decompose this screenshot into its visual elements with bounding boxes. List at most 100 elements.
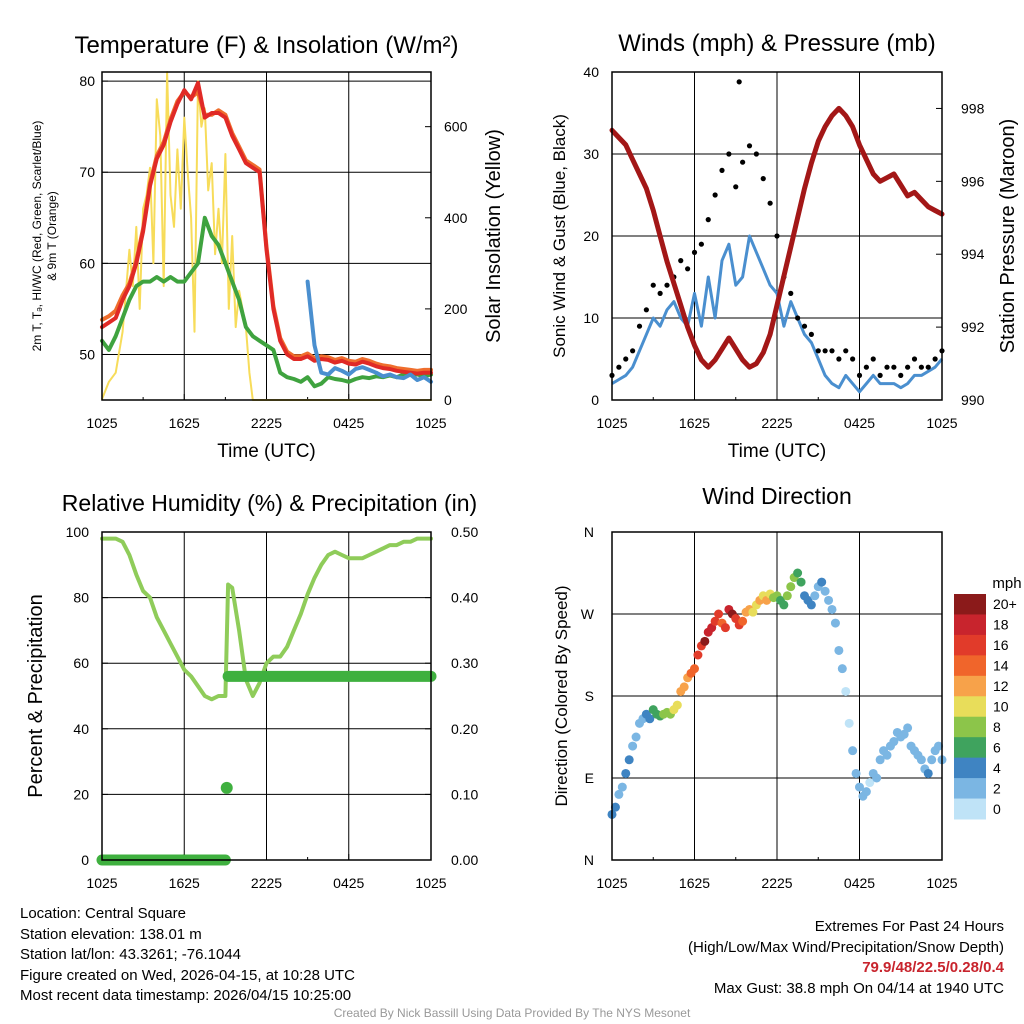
winds-gust-point (898, 372, 904, 378)
winds-ylabel: Sonic Wind & Gust (Blue, Black) (550, 114, 569, 358)
temp-series-hi-wc (305, 279, 433, 384)
wind-dir-ylabel: Direction (Colored By Speed) (552, 585, 571, 806)
rh-ylabel: Percent & Precipitation (25, 594, 47, 797)
winds-gust-point (905, 364, 911, 370)
rh-y2tick-label: 0.00 (451, 852, 478, 868)
recent-data-text: Most recent data timestamp: 2026/04/15 1… (20, 987, 352, 1004)
winds-gust-point (630, 348, 636, 354)
wind_dir-xtick-label: 1025 (596, 875, 627, 891)
extremes-subtitle: (High/Low/Max Wind/Precipitation/Snow De… (688, 938, 1004, 956)
winds-y2tick-label: 996 (961, 173, 985, 189)
rh-precip-point (220, 781, 233, 794)
wind-dir-legend-swatch (954, 716, 986, 738)
wind-dir-legend-swatch (954, 655, 986, 677)
temp-y2label: Solar Insolation (Yellow) (483, 129, 505, 343)
winds-ytick-label: 40 (583, 64, 599, 80)
wind_dir-xtick-label: 1625 (679, 875, 710, 891)
elevation-text: Station elevation: 138.01 m (20, 925, 202, 943)
winds-y2label: Station Pressure (Maroon) (997, 119, 1019, 354)
temp-ytick-label: 50 (79, 346, 95, 362)
wind-dir-ytick-label: S (585, 688, 594, 704)
wind-dir-point (889, 737, 899, 747)
temp-ytick-label: 70 (79, 164, 95, 180)
rh-ytick-label: 80 (73, 590, 89, 606)
rh-xtick-label: 0425 (333, 875, 364, 891)
winds-xtick-label: 2225 (761, 415, 792, 431)
wind-dir-legend: mph 20+ 18 16 14 12 10 8 6 4 2 0 (954, 575, 1022, 820)
winds-title: Winds (mph) & Pressure (mb) (618, 30, 935, 57)
rh-xtick-label: 1625 (169, 875, 200, 891)
wind-dir-point (848, 746, 858, 756)
wind_dir-grid (611, 532, 943, 860)
wind-dir-legend-label: 16 (993, 637, 1009, 653)
rh-xtick-label: 2225 (251, 875, 282, 891)
winds-xtick-label: 1625 (679, 415, 710, 431)
winds-gust-point (815, 348, 821, 354)
wind-dir-point (710, 616, 720, 626)
rh-axes-frame (101, 531, 432, 861)
winds-gust-point (925, 364, 931, 370)
wind-dir-point (834, 645, 844, 655)
winds-gust-point (884, 364, 890, 370)
rh-ytick-label: 40 (73, 721, 89, 737)
wind-dir-ytick-label: E (585, 770, 594, 786)
wind-dir-point (934, 741, 944, 751)
wind-dir-legend-swatch (954, 696, 986, 718)
wind-dir-point (679, 682, 689, 692)
winds-y2tick-label: 994 (961, 246, 985, 262)
extremes-title: Extremes For Past 24 Hours (814, 918, 1004, 935)
winds-gust-point (664, 282, 670, 288)
winds-gust-point (767, 200, 773, 206)
winds-gust-point (870, 356, 876, 362)
winds-gust-point (795, 315, 801, 321)
winds-gust-point (843, 348, 849, 354)
winds-gust-point (891, 364, 897, 370)
wind-dir-legend-swatch (954, 778, 986, 800)
wind-dir-point (872, 773, 882, 783)
wind-dir-legend-swatch (954, 798, 986, 820)
winds-gust-point (746, 143, 753, 149)
temp-xtick-label: 1025 (86, 415, 117, 431)
wind-dir-legend-label: 18 (993, 617, 1009, 633)
wind-dir-point (693, 650, 703, 660)
winds-gust-point (932, 356, 938, 362)
wind-dir-point (855, 782, 864, 792)
wind-dir-point (645, 714, 655, 724)
wind-dir-ytick-label: W (581, 606, 595, 622)
wind-dir-legend-label: 12 (993, 678, 1009, 694)
temp-y2tick-label: 200 (444, 301, 468, 317)
wind-dir-legend-label: 2 (993, 780, 1001, 796)
temp-xtick-label: 1025 (415, 415, 446, 431)
winds-axes-frame (611, 71, 943, 401)
winds-y2tick-label: 990 (961, 392, 985, 408)
winds-gust-point (877, 372, 883, 378)
winds-gust-point (753, 151, 759, 157)
wind_dir-xtick-label: 0425 (844, 875, 875, 891)
temp-xtick-label: 2225 (251, 415, 282, 431)
wind-dir-point (793, 568, 803, 578)
winds-gust-point (918, 364, 924, 370)
wind-dir-legend-label: 8 (993, 719, 1001, 735)
winds-gust-point (736, 79, 742, 85)
wind-dir-point (621, 768, 631, 778)
wind-dir-point (631, 732, 641, 742)
rh-ytick-label: 0 (81, 852, 89, 868)
rh-y2tick-label: 0.30 (451, 655, 478, 671)
wind-dir-point (786, 582, 796, 592)
wind-dir-point (837, 664, 847, 674)
winds-ytick-label: 20 (583, 228, 599, 244)
winds-gust-point (801, 323, 808, 329)
winds-gust-point (829, 348, 835, 354)
rh-panel: 1025 1625 2225 0425 1025 0 20 40 60 80 100 0.00 0.10… (25, 490, 478, 891)
rh-ytick-label: 60 (73, 655, 89, 671)
wind-dir-point (628, 741, 638, 751)
wind-dir-point (806, 600, 816, 610)
wind-dir-legend-label: 14 (993, 658, 1009, 674)
winds-xtick-label: 1025 (596, 415, 627, 431)
wind-dir-legend-label: 20+ (993, 596, 1017, 612)
station-info: Location: Central Square Station elevati… (20, 904, 355, 1007)
winds-xtick-label: 0425 (844, 415, 875, 431)
winds-gust-point (822, 348, 828, 354)
wind-dir-point (827, 604, 837, 614)
wind-dir-point (624, 755, 634, 765)
